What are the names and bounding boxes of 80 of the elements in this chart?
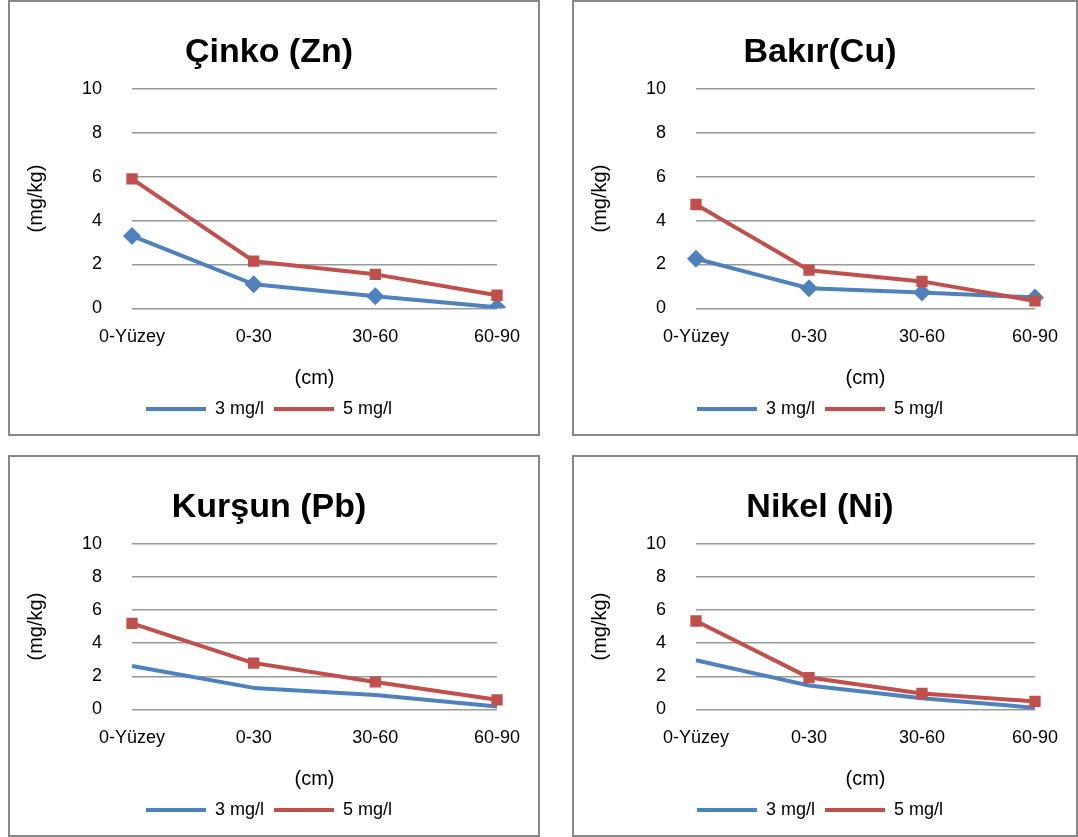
y-tick-label: 10 [81,532,103,553]
x-axis-title: (cm) [845,766,886,789]
y-tick-label: 6 [656,165,667,186]
x-tick-label: 60-90 [473,727,520,748]
x-tick-label: 0-Yüzey [663,326,730,347]
y-tick-label: 4 [656,632,667,653]
point [916,275,928,288]
x-tick-label: 0-Yüzey [99,326,166,347]
y-tick-label: 4 [92,209,103,230]
y-tick-label: 2 [92,665,103,686]
x-axis-title: (cm) [294,766,335,789]
y-tick-label: 6 [92,165,103,186]
y-axis-title: (mg/kg) [587,164,610,233]
point [687,249,706,268]
y-tick-label: 6 [656,599,667,620]
y-tick-label: 8 [92,565,103,586]
point [491,289,503,301]
y-tick-label: 0 [92,698,103,719]
legend-label: 3 mg/l [765,397,816,418]
chart-title: Bakır(Cu) [743,30,897,69]
x-tick-label: 30-60 [898,326,946,347]
y-tick-label: 0 [656,297,667,318]
legend-label: 5 mg/l [343,798,393,819]
legend-label: 3 mg/l [765,798,816,819]
chart-title: Kurşun (Pb) [171,485,367,524]
y-tick-label: 4 [92,632,103,653]
y-axis-title: (mg/kg) [23,592,46,661]
x-tick-label: 60-90 [1011,727,1058,748]
y-tick-label: 8 [92,121,103,142]
point [491,694,503,706]
y-tick-label: 2 [656,253,667,274]
point [123,226,142,245]
y-tick-label: 0 [656,698,667,719]
y-tick-label: 2 [656,665,667,686]
x-tick-label: 0-30 [790,326,828,347]
point [126,617,138,629]
point [248,657,260,669]
x-tick-label: 0-Yüzey [99,727,166,748]
x-tick-label: 0-30 [790,727,828,748]
y-tick-label: 6 [92,599,103,620]
y-tick-label: 2 [92,253,103,274]
x-tick-label: 60-90 [473,326,520,347]
point [690,615,702,627]
point [369,268,381,281]
chart-title: Çinko (Zn) [184,30,354,69]
y-tick-label: 10 [81,77,103,98]
y-axis-title: (mg/kg) [23,164,46,233]
legend-label: 3 mg/l [214,397,265,418]
point [244,275,263,294]
y-tick-label: 8 [656,565,667,586]
point [1029,695,1041,708]
legend-label: 5 mg/l [894,397,944,418]
x-axis-title: (cm) [294,365,335,388]
x-tick-label: 30-60 [352,326,399,347]
point [800,279,819,298]
x-tick-label: 30-60 [352,727,399,748]
y-tick-label: 0 [92,297,103,318]
point [248,255,260,267]
x-tick-label: 0-30 [235,326,272,347]
x-tick-label: 60-90 [1011,326,1058,347]
x-tick-label: 0-30 [235,727,272,748]
y-tick-label: 10 [645,532,667,553]
point [803,264,815,276]
legend-label: 3 mg/l [214,798,265,819]
x-tick-label: 0-Yüzey [663,727,730,748]
y-axis-title: (mg/kg) [587,592,610,661]
y-tick-label: 8 [656,121,667,142]
y-tick-label: 10 [645,77,667,98]
point [369,676,381,688]
legend-label: 5 mg/l [343,397,393,418]
point [690,198,702,211]
point [126,173,138,185]
chart-title: Nikel (Ni) [746,485,894,524]
legend-label: 5 mg/l [894,798,944,819]
x-tick-label: 30-60 [898,727,946,748]
point [916,687,928,700]
y-tick-label: 4 [656,209,667,230]
x-axis-title: (cm) [845,365,886,388]
point [803,671,815,684]
point [366,287,385,306]
